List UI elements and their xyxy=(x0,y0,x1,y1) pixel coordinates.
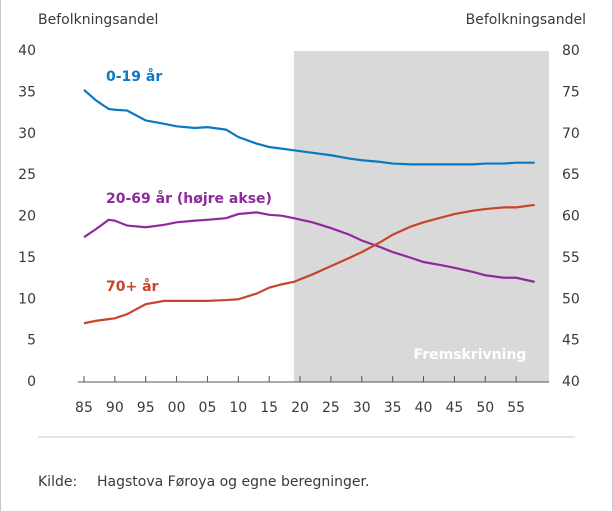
x-tick-label: 30 xyxy=(353,400,371,416)
forecast-area xyxy=(293,51,549,382)
y2-tick-label: 65 xyxy=(562,167,580,183)
x-tick-label: 05 xyxy=(199,400,217,416)
source-label: Kilde: xyxy=(38,474,77,490)
y2-tick-label: 40 xyxy=(562,374,580,390)
y-tick-label: 25 xyxy=(18,167,36,183)
x-tick-label: 40 xyxy=(415,400,433,416)
source: Hagstova Føroya og egne beregninger. xyxy=(97,474,369,490)
y-tick-label: 5 xyxy=(27,333,36,349)
series-line xyxy=(83,89,535,166)
y2-tick-label: 45 xyxy=(562,333,580,349)
y-tick-label: 30 xyxy=(18,126,36,142)
x-tick-label: 50 xyxy=(476,400,494,416)
series-label: 70+ år xyxy=(106,278,159,295)
series-label: 0-19 år xyxy=(106,68,162,85)
x-tick-label: 55 xyxy=(507,400,525,416)
series-label: 20-69 år (højre akse) xyxy=(106,190,272,207)
x-tick-label: 20 xyxy=(291,400,309,416)
y-tick-label: 40 xyxy=(18,43,36,59)
series-line xyxy=(83,211,535,283)
y-tick-label: 0 xyxy=(27,374,36,390)
x-tick-label: 15 xyxy=(260,400,278,416)
y2-tick-label: 55 xyxy=(562,250,580,266)
x-tick-label: 35 xyxy=(384,400,402,416)
y2-tick-label: 50 xyxy=(562,291,580,307)
x-tick-label: 00 xyxy=(168,400,186,416)
x-tick-label: 90 xyxy=(106,400,124,416)
x-tick-label: 85 xyxy=(75,400,93,416)
y-axis-label: Befolkningsandel xyxy=(38,12,158,28)
y-tick-label: 35 xyxy=(18,84,36,100)
y-tick-label: 15 xyxy=(18,250,36,266)
x-tick-label: 10 xyxy=(229,400,247,416)
y2-tick-label: 70 xyxy=(562,126,580,142)
forecast-label: Fremskrivning xyxy=(414,347,527,363)
y2-axis-label: Befolkningsandel xyxy=(466,12,586,28)
x-tick-label: 45 xyxy=(445,400,463,416)
x-tick-label: 25 xyxy=(322,400,340,416)
y-tick-label: 20 xyxy=(18,209,36,225)
y2-tick-label: 75 xyxy=(562,84,580,100)
series-line xyxy=(83,203,535,325)
y2-tick-label: 80 xyxy=(562,43,580,59)
x-tick-label: 95 xyxy=(137,400,155,416)
y2-tick-label: 60 xyxy=(562,209,580,225)
y-tick-label: 10 xyxy=(18,291,36,307)
